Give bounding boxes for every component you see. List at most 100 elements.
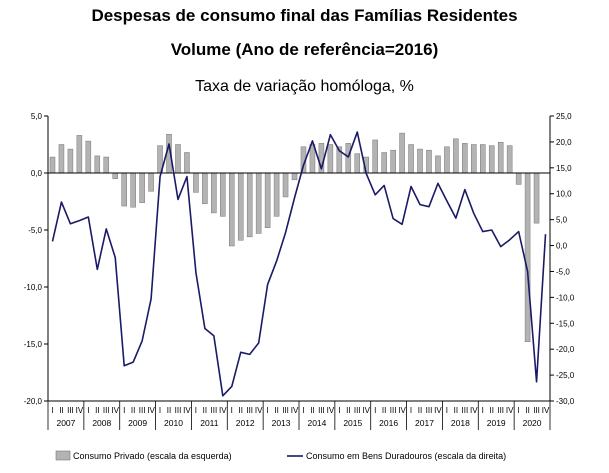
quarter-label: IV — [255, 406, 263, 415]
year-label: 2010 — [164, 418, 183, 428]
right-tick-label: 15,0 — [556, 164, 572, 173]
year-label: 2009 — [128, 418, 147, 428]
bar-consumo-privado — [76, 135, 83, 174]
line-bens-duradouros — [51, 131, 547, 397]
bar-consumo-privado — [497, 141, 504, 174]
quarter-label: IV — [183, 406, 191, 415]
quarter-label: III — [67, 406, 74, 415]
bar-consumo-privado — [408, 144, 414, 174]
bar-consumo-privado — [58, 144, 65, 174]
legend-label-consumo-privado: Consumo Privado (escala da esquerda) — [73, 451, 232, 461]
bar-consumo-privado — [49, 156, 56, 174]
bar-consumo-privado — [220, 172, 226, 217]
bar-consumo-privado — [426, 149, 432, 174]
quarter-label: III — [426, 406, 433, 415]
quarter-label: IV — [362, 406, 370, 415]
quarter-label: IV — [111, 406, 119, 415]
bar-consumo-privado — [202, 172, 208, 205]
bar-consumo-privado — [506, 145, 513, 174]
bar-consumo-privado — [480, 144, 486, 174]
quarter-label: I — [87, 406, 89, 415]
quarter-label: IV — [470, 406, 478, 415]
quarter-label: I — [159, 406, 161, 415]
bar-consumo-privado — [399, 132, 405, 174]
bar-consumo-privado — [94, 155, 101, 174]
quarter-label: II — [95, 406, 99, 415]
bar-consumo-privado — [524, 172, 531, 342]
quarter-label: IV — [219, 406, 227, 415]
quarter-label: III — [103, 406, 110, 415]
right-tick-label: -20,0 — [556, 345, 575, 354]
bar-consumo-privado — [471, 144, 477, 174]
quarter-label: II — [167, 406, 171, 415]
left-tick-label: 0,0 — [31, 169, 43, 178]
quarter-label: II — [382, 406, 386, 415]
bar-consumo-privado — [435, 155, 441, 174]
quarter-label: III — [318, 406, 325, 415]
bar-consumo-privado — [291, 172, 298, 181]
right-tick-label: 25,0 — [556, 112, 572, 121]
year-label: 2018 — [451, 418, 470, 428]
quarter-label: II — [203, 406, 207, 415]
quarter-label: I — [195, 406, 197, 415]
quarter-label: IV — [506, 406, 514, 415]
bar-consumo-privado — [381, 152, 387, 174]
bar-consumo-privado — [444, 146, 450, 174]
bar-consumo-privado — [462, 143, 468, 174]
quarter-label: II — [490, 406, 494, 415]
bar-consumo-privado — [354, 153, 361, 174]
right-tick-label: 0,0 — [556, 242, 568, 251]
left-tick-label: 5,0 — [31, 112, 43, 121]
bar-consumo-privado — [121, 172, 127, 207]
bar-consumo-privado — [139, 172, 145, 203]
quarter-label: I — [267, 406, 269, 415]
bar-consumo-privado — [533, 172, 540, 224]
quarter-label: I — [374, 406, 376, 415]
bar-consumo-privado — [237, 172, 244, 241]
bar-consumo-privado — [148, 172, 154, 192]
left-tick-label: -10,0 — [24, 283, 43, 292]
year-label: 2007 — [56, 418, 75, 428]
quarter-label: IV — [398, 406, 406, 415]
bar-consumo-privado — [193, 172, 199, 193]
quarter-label: III — [175, 406, 182, 415]
bar-consumo-privado — [67, 148, 74, 174]
bar-consumo-privado — [175, 144, 181, 174]
year-label: 2016 — [379, 418, 398, 428]
legend-swatch-consumo-privado — [55, 450, 71, 461]
year-label: 2019 — [487, 418, 506, 428]
bar-consumo-privado — [345, 143, 352, 174]
right-tick-label: -25,0 — [556, 371, 575, 380]
bar-consumo-privado — [211, 172, 217, 214]
quarter-label: IV — [291, 406, 299, 415]
year-label: 2015 — [343, 418, 362, 428]
year-label: 2013 — [272, 418, 291, 428]
bar-consumo-privado — [184, 152, 190, 174]
quarter-label: I — [518, 406, 520, 415]
quarter-label: III — [462, 406, 469, 415]
quarter-label: I — [302, 406, 304, 415]
quarter-label: III — [354, 406, 361, 415]
quarter-label: IV — [542, 406, 550, 415]
quarter-label: II — [131, 406, 135, 415]
right-tick-label: 5,0 — [556, 216, 568, 225]
legend-label-bens-duradouros: Consumo em Bens Duradouros (escala da di… — [306, 451, 506, 461]
chart-subtitle: Taxa de variação homóloga, % — [195, 78, 414, 95]
bar-consumo-privado — [282, 172, 289, 198]
quarter-label: I — [482, 406, 484, 415]
bar-consumo-privado — [255, 172, 262, 234]
quarter-label: I — [51, 406, 53, 415]
quarter-label: II — [310, 406, 314, 415]
quarter-label: IV — [434, 406, 442, 415]
bar-consumo-privado — [417, 148, 423, 174]
bar-consumo-privado — [515, 172, 522, 185]
quarter-label: II — [59, 406, 63, 415]
quarter-label: II — [418, 406, 422, 415]
quarter-label: III — [139, 406, 146, 415]
bar-consumo-privado — [273, 172, 280, 217]
quarter-label: II — [239, 406, 243, 415]
right-tick-label: -5,0 — [556, 267, 570, 276]
quarter-label: I — [338, 406, 340, 415]
bar-consumo-privado — [372, 139, 378, 174]
year-label: 2008 — [92, 418, 111, 428]
